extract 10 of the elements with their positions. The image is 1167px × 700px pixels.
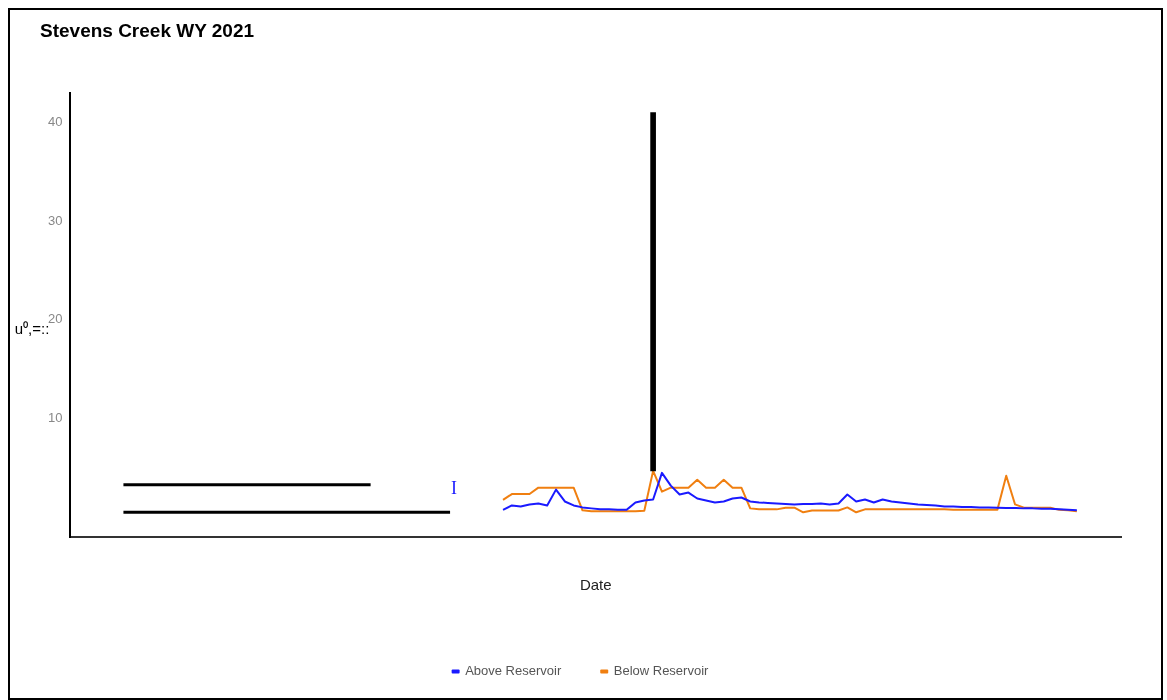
chart-title: Stevens Creek WY 2021 — [40, 19, 255, 41]
x-axis-title: Date — [579, 576, 612, 594]
y-tick-label: 40 — [47, 113, 63, 129]
y-tick-label: 30 — [47, 212, 63, 228]
legend-label: Above Reservoir — [465, 663, 562, 679]
annotation: I — [450, 478, 457, 499]
legend-label: Below Reservoir — [613, 663, 710, 679]
y-tick-label: 20 — [47, 311, 63, 327]
y-axis-title: u⁰,=:: — [14, 319, 50, 337]
y-tick-label: 10 — [47, 410, 63, 426]
